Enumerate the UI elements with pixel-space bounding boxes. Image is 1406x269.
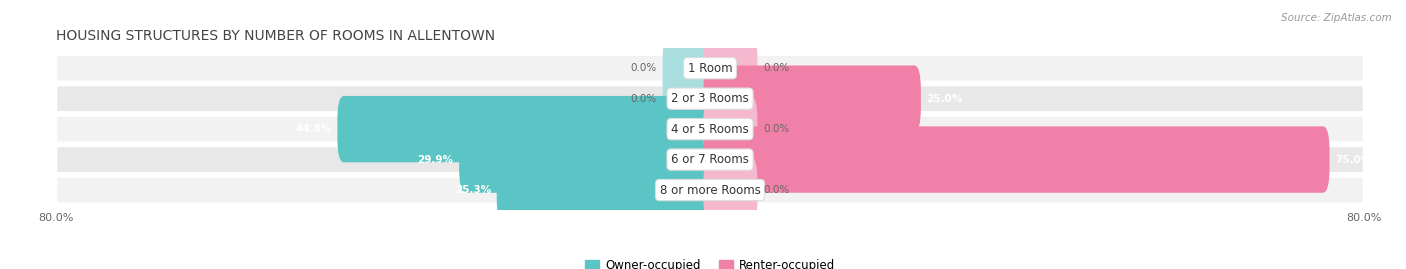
FancyBboxPatch shape [56, 55, 1364, 82]
FancyBboxPatch shape [56, 85, 1364, 112]
FancyBboxPatch shape [496, 157, 717, 223]
Text: 0.0%: 0.0% [763, 185, 789, 195]
FancyBboxPatch shape [56, 116, 1364, 143]
FancyBboxPatch shape [703, 96, 758, 162]
Text: 0.0%: 0.0% [763, 124, 789, 134]
Text: 8 or more Rooms: 8 or more Rooms [659, 183, 761, 197]
FancyBboxPatch shape [56, 146, 1364, 173]
Text: 4 or 5 Rooms: 4 or 5 Rooms [671, 123, 749, 136]
Bar [56, 177, 1364, 203]
FancyBboxPatch shape [662, 65, 717, 132]
Text: Source: ZipAtlas.com: Source: ZipAtlas.com [1281, 13, 1392, 23]
Text: 2 or 3 Rooms: 2 or 3 Rooms [671, 92, 749, 105]
FancyBboxPatch shape [56, 177, 1364, 203]
Text: 29.9%: 29.9% [418, 155, 453, 165]
Bar [56, 116, 1364, 143]
FancyBboxPatch shape [703, 65, 921, 132]
FancyBboxPatch shape [662, 35, 717, 101]
FancyBboxPatch shape [703, 126, 1330, 193]
FancyBboxPatch shape [703, 35, 758, 101]
FancyBboxPatch shape [337, 96, 717, 162]
Bar [56, 146, 1364, 173]
Text: 44.8%: 44.8% [295, 124, 332, 134]
Text: HOUSING STRUCTURES BY NUMBER OF ROOMS IN ALLENTOWN: HOUSING STRUCTURES BY NUMBER OF ROOMS IN… [56, 29, 495, 43]
Bar [56, 55, 1364, 82]
Text: 25.0%: 25.0% [927, 94, 963, 104]
Text: 0.0%: 0.0% [631, 63, 657, 73]
FancyBboxPatch shape [460, 126, 717, 193]
Text: 0.0%: 0.0% [631, 94, 657, 104]
Text: 75.0%: 75.0% [1336, 155, 1372, 165]
Legend: Owner-occupied, Renter-occupied: Owner-occupied, Renter-occupied [581, 254, 839, 269]
Text: 6 or 7 Rooms: 6 or 7 Rooms [671, 153, 749, 166]
Text: 0.0%: 0.0% [763, 63, 789, 73]
Text: 25.3%: 25.3% [454, 185, 491, 195]
Bar [56, 85, 1364, 112]
FancyBboxPatch shape [703, 157, 758, 223]
Text: 1 Room: 1 Room [688, 62, 733, 75]
